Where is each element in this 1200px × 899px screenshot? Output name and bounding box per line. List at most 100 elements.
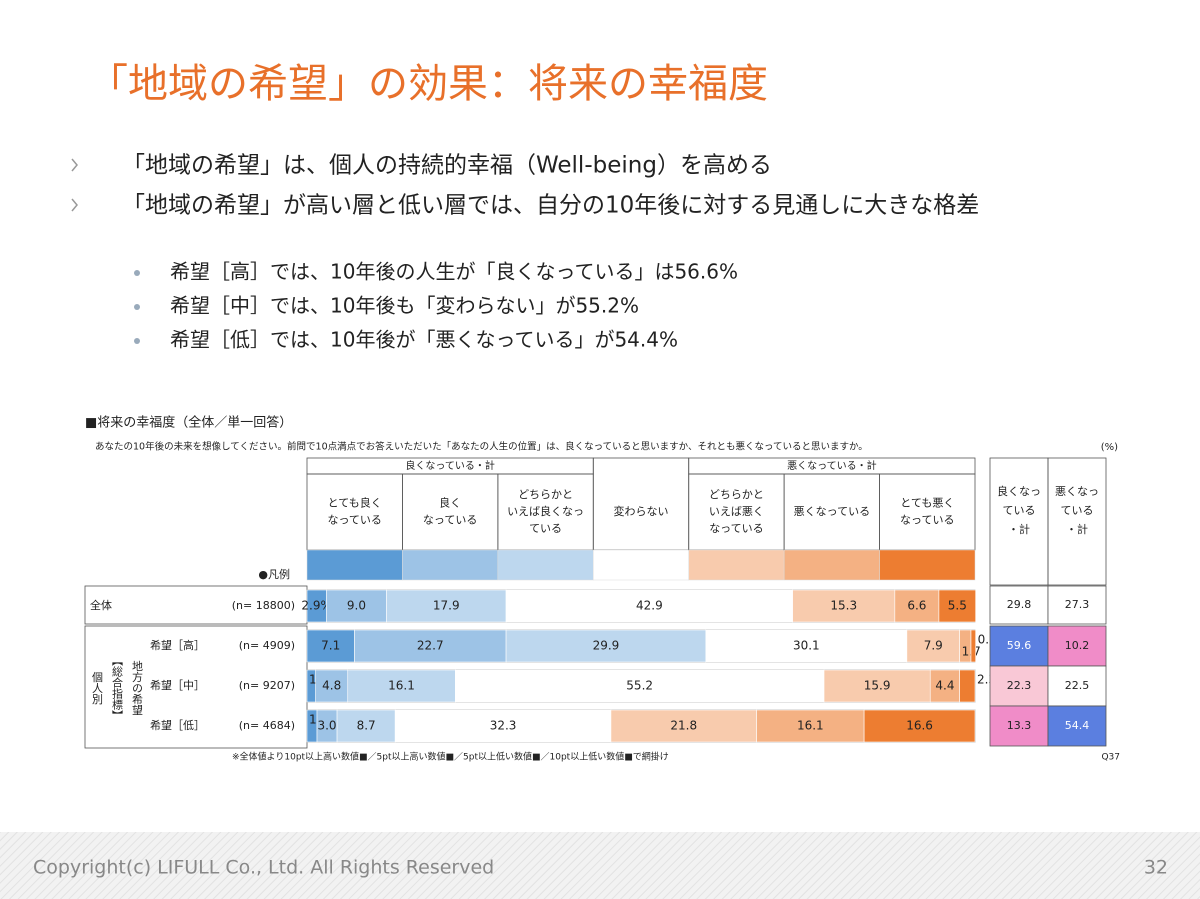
bar-segment — [906, 629, 960, 663]
value-label: 8.7 — [357, 719, 376, 733]
summary-header: ・計 — [1066, 522, 1088, 536]
summary-cell — [1047, 625, 1107, 667]
column-header: なっている — [709, 522, 763, 535]
value-label: 4.8 — [322, 679, 341, 693]
n-label: (n= 4684) — [239, 719, 295, 732]
value-label: 17.9 — [433, 599, 460, 613]
column-header-cell — [306, 473, 403, 551]
copyright: Copyright(c) LIFULL Co., Ltd. All Rights… — [33, 857, 494, 879]
value-label: 4.4 — [935, 679, 954, 693]
column-header: いえば悪く — [709, 505, 764, 518]
n-label: (n= 9207) — [239, 679, 295, 692]
bar-segment — [792, 589, 896, 623]
value-label: 6.6 — [907, 599, 926, 613]
column-header-cell — [402, 473, 499, 551]
column-header: ている — [529, 522, 562, 535]
summary-value: 22.3 — [1007, 679, 1032, 692]
column-header: なっている — [900, 514, 954, 527]
summary-header-cell — [1047, 457, 1107, 586]
column-header: とても悪く — [900, 497, 954, 510]
unit: (%) — [1101, 442, 1118, 453]
bar-segment — [347, 669, 456, 703]
sub-bullet-icon — [134, 304, 140, 310]
column-header: 悪くなっている — [794, 505, 870, 518]
column-header-cell — [592, 457, 690, 551]
legend-swatch — [593, 549, 689, 581]
n-label: (n= 18800) — [232, 599, 295, 612]
summary-cell — [1047, 665, 1107, 707]
chart-title: ■将来の幸福度（全体／単一回答） — [85, 415, 292, 431]
column-header: 良く — [439, 496, 461, 510]
value-label: 15.9 — [864, 679, 891, 693]
summary-header: 悪くなっ — [1055, 485, 1099, 498]
legend-swatch — [402, 549, 499, 581]
value-label: 16.1 — [797, 719, 824, 733]
category-label: 全体 — [90, 598, 112, 612]
value-label: 42.9 — [636, 599, 663, 613]
bar-segment — [863, 709, 976, 743]
category-label: 希望［中］ — [150, 678, 205, 692]
summary-header: ている — [1003, 504, 1036, 517]
bar-segment — [756, 709, 865, 743]
value-label: 30.1 — [793, 639, 820, 653]
bar-segment — [959, 669, 976, 703]
value-label: 21.8 — [670, 719, 697, 733]
legend-swatch — [783, 549, 880, 581]
summary-header-cell — [989, 457, 1049, 586]
bar-segment — [315, 669, 349, 703]
summary-cell — [1047, 585, 1107, 625]
group-header: 良くなっている・計 — [405, 459, 495, 472]
bullet-icon — [71, 158, 78, 172]
bullet: 「地域の希望」は、個人の持続的幸福（Well-being）を高める — [122, 153, 772, 179]
bar-segment — [306, 629, 355, 663]
group-header: 悪くなっている・計 — [787, 459, 877, 472]
legend-swatch — [497, 549, 594, 581]
side-label: 個人別 — [91, 671, 104, 705]
value-label: 32.3 — [490, 719, 517, 733]
bar-segment — [970, 629, 976, 663]
side-label: 【総合指標】 — [111, 655, 124, 721]
column-header: どちらかと — [709, 488, 764, 501]
footer-band — [0, 832, 1200, 899]
summary-cell — [989, 625, 1049, 667]
n-label: (n= 4909) — [239, 639, 295, 652]
bar-segment — [505, 629, 707, 663]
bar-segment — [929, 669, 960, 703]
footnote: ※全体値より10pt以上高い数値■／5pt以上高い数値■／5pt以上低い数値■／… — [232, 751, 669, 763]
summary-header: 良くなっ — [997, 484, 1041, 498]
summary-cell — [989, 585, 1049, 625]
value-label: 15.3 — [830, 599, 857, 613]
legend-swatch — [688, 549, 785, 581]
summary-value: 29.8 — [1007, 598, 1032, 611]
value-label: 22.7 — [417, 639, 444, 653]
legend-label: ●凡例 — [258, 567, 290, 581]
summary-header: ている — [1061, 504, 1094, 517]
bullet: 「地域の希望」が高い層と低い層では、自分の10年後に対する見通しに大きな格差 — [122, 193, 979, 219]
value-label: 9.0 — [347, 599, 366, 613]
summary-value: 10.2 — [1065, 639, 1090, 652]
column-header: 変わらない — [614, 504, 669, 518]
bar-segment — [610, 709, 757, 743]
sub-bullet: 希望［低］では、10年後が「悪くなっている」が54.4% — [170, 328, 678, 352]
summary-value: 27.3 — [1065, 598, 1090, 611]
summary-cell — [989, 705, 1049, 747]
column-header: どちらかと — [518, 488, 573, 501]
column-header: いえば良くなっ — [507, 504, 584, 518]
value-label: 29.9 — [593, 639, 620, 653]
summary-value: 22.5 — [1065, 679, 1090, 692]
value-label: 7.1 — [321, 639, 340, 653]
summary-value: 59.6 — [1007, 639, 1032, 652]
column-header: とても良く — [328, 496, 382, 510]
category-label: 希望［低］ — [150, 718, 205, 732]
code: Q37 — [1101, 753, 1120, 763]
sub-bullet-icon — [134, 338, 140, 344]
column-header-cell — [879, 473, 976, 551]
column-header: なっている — [327, 514, 381, 527]
category-label: 希望［高］ — [150, 638, 205, 652]
value-label: 16.6 — [906, 719, 933, 733]
bar-segment — [386, 589, 507, 623]
value-label: 7.9 — [924, 639, 943, 653]
value-label: 2.9% — [301, 599, 332, 613]
column-header: なっている — [423, 514, 477, 527]
